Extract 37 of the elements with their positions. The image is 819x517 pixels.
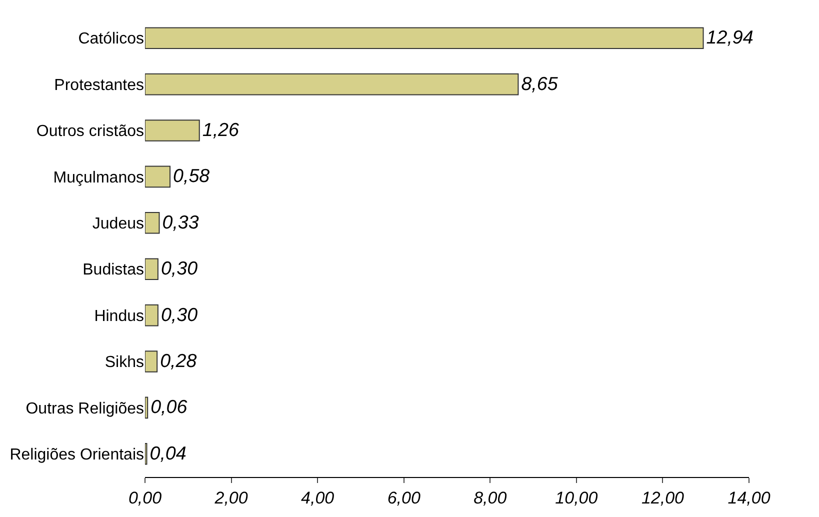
data-label: 0,58 — [173, 165, 210, 186]
y-tick-label: Religiões Orientais — [10, 446, 144, 464]
x-tick-label: 10,00 — [555, 488, 598, 508]
y-tick-label: Católicos — [78, 30, 144, 48]
data-label: 0,04 — [150, 442, 186, 464]
x-tick-label: 6,00 — [387, 488, 421, 508]
data-label: 8,65 — [521, 72, 558, 94]
x-tick-label: 14,00 — [728, 488, 771, 508]
y-tick-label: Hindus — [94, 308, 144, 325]
bar — [145, 396, 148, 419]
data-label: 0,30 — [160, 304, 198, 325]
bar — [145, 258, 158, 280]
x-tick-label: 0,00 — [128, 488, 162, 508]
bar — [145, 73, 519, 96]
data-label: 0,30 — [160, 258, 198, 279]
y-tick-label: Outros cristãos — [36, 123, 144, 140]
bar — [145, 166, 171, 188]
y-tick-label: Muçulmanos — [53, 169, 144, 186]
bar — [145, 304, 158, 326]
x-tick-label: 12,00 — [641, 488, 685, 508]
y-tick-label: Protestantes — [54, 76, 144, 94]
bar — [145, 350, 158, 372]
bar — [145, 212, 160, 234]
y-tick-label: Budistas — [82, 262, 144, 279]
x-tick-label: 8,00 — [474, 488, 508, 508]
data-label: 0,33 — [162, 211, 200, 232]
data-label: 12,94 — [706, 26, 754, 48]
bar — [145, 120, 200, 142]
bar — [145, 27, 704, 49]
y-tick-label: Judeus — [92, 216, 144, 232]
data-label: 1,26 — [202, 118, 240, 140]
y-tick-label: Outras Religiões — [26, 400, 144, 418]
y-tick-label: Sikhs — [104, 354, 144, 372]
data-label: 0,28 — [160, 350, 198, 371]
x-tick-label: 4,00 — [301, 488, 335, 508]
x-tick-label: 2,00 — [214, 488, 248, 508]
data-label: 0,06 — [150, 396, 188, 418]
